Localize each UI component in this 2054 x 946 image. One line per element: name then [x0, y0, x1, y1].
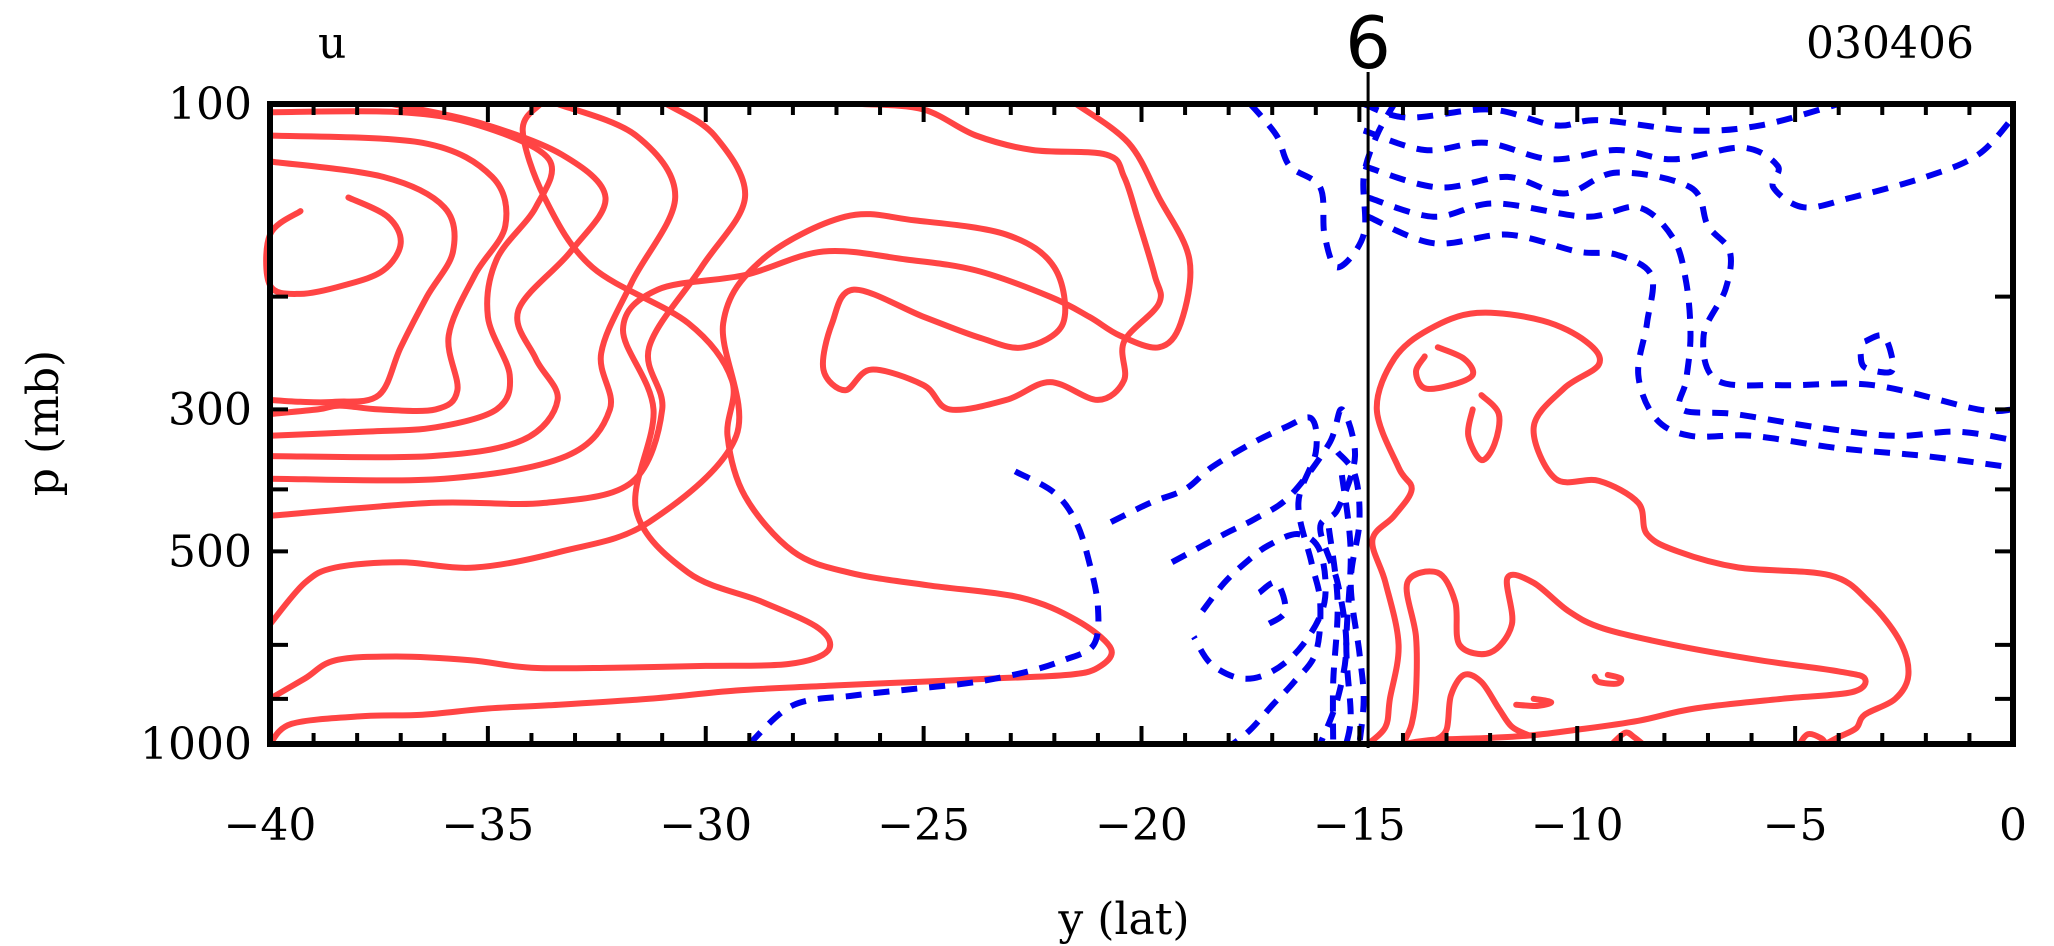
contour-positive — [1400, 568, 1869, 747]
x-tick-label: 0 — [1999, 800, 2027, 851]
contour-positive — [267, 101, 1194, 702]
x-tick-label: −30 — [659, 800, 752, 851]
y-tick-label: 300 — [168, 384, 252, 435]
field-label: u — [318, 18, 346, 69]
contour-negative — [1109, 414, 1324, 747]
x-tick-label: −35 — [441, 800, 534, 851]
contour-positive — [1591, 671, 1625, 687]
contour-negative — [1325, 527, 1341, 745]
x-axis-label: y (lat) — [1057, 894, 1189, 945]
contour-negative — [1191, 531, 1329, 682]
contour-negative — [1362, 115, 2016, 211]
contour-positive — [267, 101, 1164, 628]
contour-negative — [1857, 332, 1897, 376]
contour-negative — [1362, 101, 1840, 134]
marker-label: 6 — [1345, 1, 1391, 85]
contour-positive — [1365, 309, 1912, 747]
contour-negative — [1248, 102, 1397, 271]
x-tick-label: −5 — [1763, 800, 1828, 851]
contour-negative — [1335, 450, 1367, 745]
x-tick-label: −15 — [1313, 800, 1406, 851]
y-tick-label: 1000 — [140, 719, 252, 770]
contour-positive — [267, 101, 679, 484]
contour-positive — [267, 132, 510, 417]
x-tick-label: −10 — [1531, 800, 1624, 851]
contour-positive — [1413, 344, 1477, 392]
x-tick-label: −20 — [1095, 800, 1188, 851]
plot-frame — [267, 101, 2016, 747]
contour-negative — [1366, 213, 2014, 471]
y-tick-label: 100 — [168, 79, 252, 130]
contour-negative — [747, 468, 1102, 747]
contour-positive — [1430, 671, 1533, 745]
contour-negative — [1257, 579, 1289, 627]
contour-positive — [263, 194, 404, 297]
x-tick-label: −40 — [224, 800, 317, 851]
contour-positive — [267, 101, 1115, 747]
axis-ticks — [268, 102, 2015, 746]
y-tick-label: 500 — [168, 526, 252, 577]
contour-negative — [1338, 474, 1354, 745]
contour-positive — [267, 101, 749, 519]
x-tick-label: −25 — [877, 800, 970, 851]
tick-labels: −40 −35 −30 −25 −20 −15 −10 −5 0 100 300 500 1000 — [140, 79, 2027, 851]
contour-layer — [263, 101, 2016, 747]
contour-positive — [1609, 729, 1646, 747]
y-axis-label: p (mb) — [18, 350, 69, 496]
contour-positive — [1465, 392, 1503, 464]
contour-positive — [1513, 695, 1555, 709]
contour-positive — [267, 101, 609, 461]
date-label: 030406 — [1806, 18, 1974, 69]
contour-positive — [267, 108, 556, 439]
contour-negative — [1367, 194, 2014, 443]
contour-negative — [1362, 163, 2014, 415]
contour-positive — [267, 158, 458, 406]
